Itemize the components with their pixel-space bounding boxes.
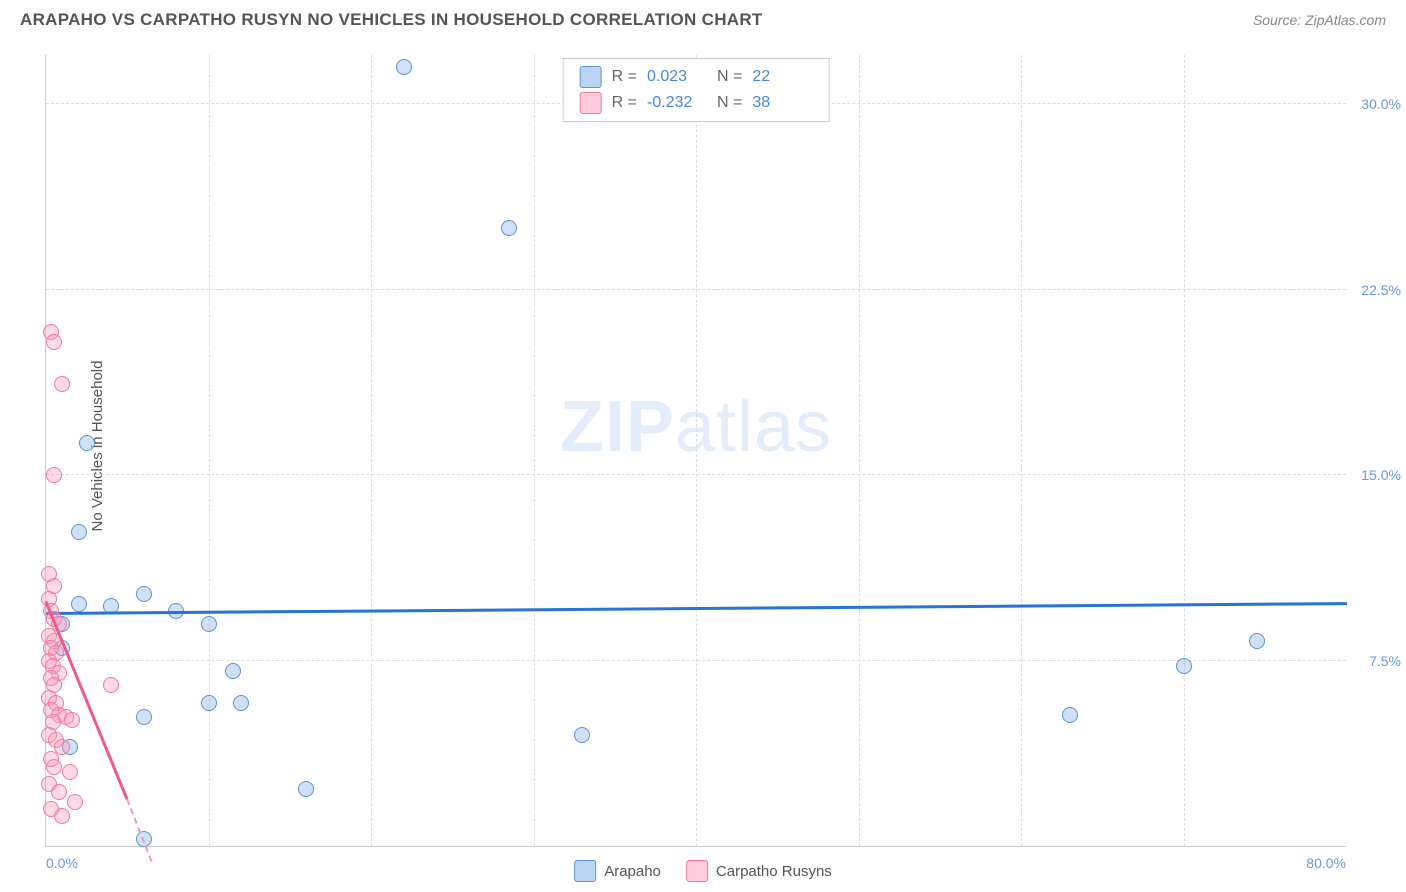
- gridline-v: [534, 55, 535, 846]
- swatch-icon: [580, 92, 602, 114]
- source-attribution: Source: ZipAtlas.com: [1253, 12, 1386, 28]
- data-point: [574, 727, 590, 743]
- gridline-v: [1184, 55, 1185, 846]
- n-label: N =: [717, 68, 742, 86]
- data-point: [298, 781, 314, 797]
- data-point: [201, 616, 217, 632]
- data-point: [136, 709, 152, 725]
- data-point: [46, 467, 62, 483]
- data-point: [46, 334, 62, 350]
- data-point: [71, 524, 87, 540]
- data-point: [54, 739, 70, 755]
- n-value: 38: [752, 94, 812, 112]
- y-tick-label: 30.0%: [1361, 96, 1401, 112]
- data-point: [225, 663, 241, 679]
- data-point: [136, 586, 152, 602]
- y-tick-label: 22.5%: [1361, 282, 1401, 298]
- n-value: 22: [752, 68, 812, 86]
- gridline-v: [209, 55, 210, 846]
- page-title: ARAPAHO VS CARPATHO RUSYN NO VEHICLES IN…: [20, 10, 763, 30]
- gridline-v: [696, 55, 697, 846]
- data-point: [233, 695, 249, 711]
- n-label: N =: [717, 94, 742, 112]
- legend-label: Carpatho Rusyns: [716, 863, 832, 880]
- legend-label: Arapaho: [604, 863, 661, 880]
- data-point: [54, 808, 70, 824]
- swatch-icon: [686, 860, 708, 882]
- x-tick-label: 80.0%: [1306, 855, 1346, 871]
- r-label: R =: [612, 68, 637, 86]
- data-point: [79, 435, 95, 451]
- legend-bottom: Arapaho Carpatho Rusyns: [574, 860, 832, 882]
- gridline-v: [1021, 55, 1022, 846]
- data-point: [67, 794, 83, 810]
- legend-stats-row: R = -0.232 N = 38: [580, 90, 813, 116]
- data-point: [71, 596, 87, 612]
- gridline-v: [859, 55, 860, 846]
- data-point: [54, 376, 70, 392]
- data-point: [64, 712, 80, 728]
- legend-stats: R = 0.023 N = 22 R = -0.232 N = 38: [563, 58, 830, 122]
- r-value: -0.232: [647, 94, 707, 112]
- r-label: R =: [612, 94, 637, 112]
- data-point: [1176, 658, 1192, 674]
- data-point: [201, 695, 217, 711]
- legend-item: Arapaho: [574, 860, 661, 882]
- y-tick-label: 15.0%: [1361, 467, 1401, 483]
- data-point: [51, 784, 67, 800]
- data-point: [1249, 633, 1265, 649]
- x-tick-label: 0.0%: [46, 855, 78, 871]
- data-point: [103, 677, 119, 693]
- data-point: [396, 59, 412, 75]
- swatch-icon: [574, 860, 596, 882]
- r-value: 0.023: [647, 68, 707, 86]
- data-point: [501, 220, 517, 236]
- trend-line: [126, 798, 152, 861]
- legend-item: Carpatho Rusyns: [686, 860, 832, 882]
- gridline-v: [371, 55, 372, 846]
- scatter-chart: ZIPatlas 7.5%15.0%22.5%30.0%0.0%80.0% R …: [45, 55, 1346, 847]
- y-tick-label: 7.5%: [1369, 653, 1401, 669]
- legend-stats-row: R = 0.023 N = 22: [580, 64, 813, 90]
- data-point: [1062, 707, 1078, 723]
- data-point: [46, 759, 62, 775]
- swatch-icon: [580, 66, 602, 88]
- data-point: [62, 764, 78, 780]
